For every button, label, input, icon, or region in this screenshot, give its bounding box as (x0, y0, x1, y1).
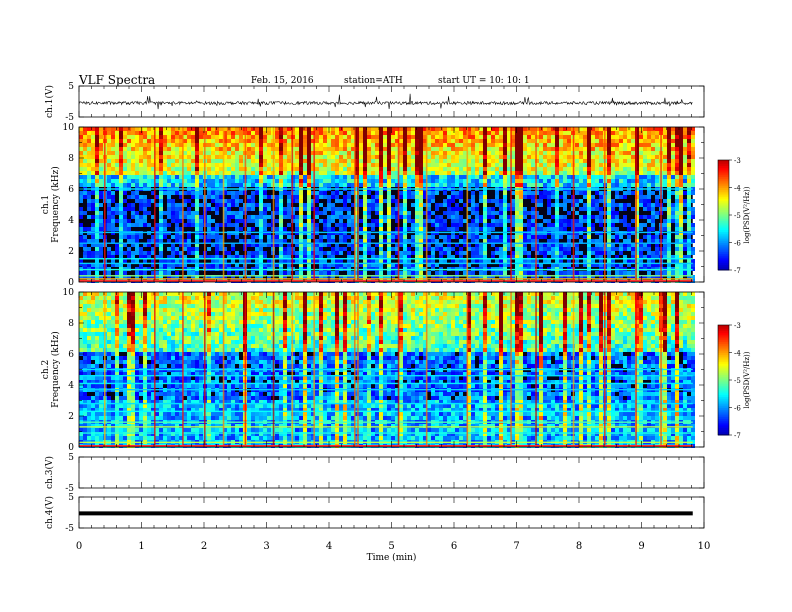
xtick-label-7: 7 (513, 541, 519, 552)
ylabel-1: ch.1(V) (44, 85, 55, 118)
spectrogram-image-1 (79, 127, 695, 283)
colorbar-tick-1-1: -4 (734, 185, 741, 193)
xtick-label-4: 4 (326, 541, 332, 552)
spectrogram-image-2 (79, 292, 695, 448)
colorbar-tick-1-2: -5 (734, 212, 741, 220)
header-start-time: start UT = 10: 10: 1 (438, 76, 530, 86)
ylabel-4: ch.3(V) (44, 456, 55, 489)
x-axis: 0 1 2 3 4 5 6 7 8 9 10 Time (min) (76, 541, 711, 563)
ytick-label-2-1: 2 (68, 247, 74, 257)
colorbar-tick-1-3: -6 (734, 240, 741, 248)
colorbar-label-2: log(PSD(V²/Hz)) (743, 351, 751, 408)
ytick-label-1-0: 5 (68, 82, 74, 92)
xtick-label-3: 3 (263, 541, 269, 552)
panel-1: 5 -5 ch.1(V) (44, 82, 705, 123)
ylabel-channel-3: ch.2 (41, 360, 51, 379)
x-axis-label: Time (min) (367, 552, 417, 563)
ytick-label-4-0: 5 (68, 453, 74, 463)
xtick-label-10: 10 (698, 541, 711, 552)
ytick-label-3-3: 6 (68, 350, 74, 360)
ylabel-channel-2: ch.1 (41, 195, 51, 214)
ytick-label-3-5: 10 (63, 288, 75, 298)
ytick-label-3-1: 2 (68, 412, 74, 422)
xtick-label-8: 8 (576, 541, 582, 552)
xtick-label-6: 6 (451, 541, 457, 552)
colorbar-label-1: log(PSD(V²/Hz)) (743, 186, 751, 243)
colorbar-tick-2-4: -7 (734, 432, 741, 440)
panel-4: 5 -5 ch.3(V) (44, 453, 705, 494)
panel-5: 5 -5 ch.4(V) (44, 493, 705, 534)
ylabel-axis-3: Frequency (kHz) (50, 331, 61, 408)
ytick-label-5-0: 5 (68, 493, 74, 503)
chart-title: VLF Spectra (79, 73, 156, 87)
ytick-label-2-5: 10 (63, 123, 75, 133)
colorbar-2: -3 -4 -5 -6 -7 log(PSD(V²/Hz)) (717, 322, 751, 440)
header-station: station=ATH (344, 76, 403, 86)
colorbar-tick-1-0: -3 (734, 157, 741, 165)
ytick-label-2-2: 4 (68, 216, 74, 226)
panel-2: 0 2 4 6 8 10 ch.1 Frequency (kHz) (41, 123, 705, 288)
xtick-label-0: 0 (76, 541, 82, 552)
ytick-label-1-1: -5 (65, 113, 74, 123)
colorbar-tick-2-3: -6 (734, 405, 741, 413)
colorbar-tick-2-0: -3 (734, 322, 741, 330)
ytick-label-3-0: 0 (68, 443, 74, 453)
ytick-label-2-4: 8 (68, 154, 74, 164)
xtick-label-1: 1 (138, 541, 144, 552)
ytick-label-3-2: 4 (68, 381, 74, 391)
colorbar-tick-1-4: -7 (734, 267, 741, 275)
ylabel-axis-2: Frequency (kHz) (50, 166, 61, 243)
ytick-label-4-1: -5 (65, 484, 74, 494)
panel-3: 0 2 4 6 8 10 ch.2 Frequency (kHz) (41, 288, 705, 453)
header-date: Feb. 15, 2016 (251, 76, 314, 86)
colorbar-1: -3 -4 -5 -6 -7 log(PSD(V²/Hz)) (717, 157, 751, 275)
ytick-label-5-1: -5 (65, 524, 74, 534)
colorbar-tick-2-1: -4 (734, 350, 741, 358)
xtick-label-2: 2 (201, 541, 207, 552)
ch1-waveform-line (78, 93, 693, 110)
ytick-label-2-3: 6 (68, 185, 74, 195)
ytick-label-2-0: 0 (68, 278, 74, 288)
ytick-label-3-4: 8 (68, 319, 74, 329)
colorbar-tick-2-2: -5 (734, 377, 741, 385)
xtick-label-5: 5 (388, 541, 394, 552)
xtick-label-9: 9 (638, 541, 644, 552)
ylabel-5: ch.4(V) (44, 496, 55, 529)
